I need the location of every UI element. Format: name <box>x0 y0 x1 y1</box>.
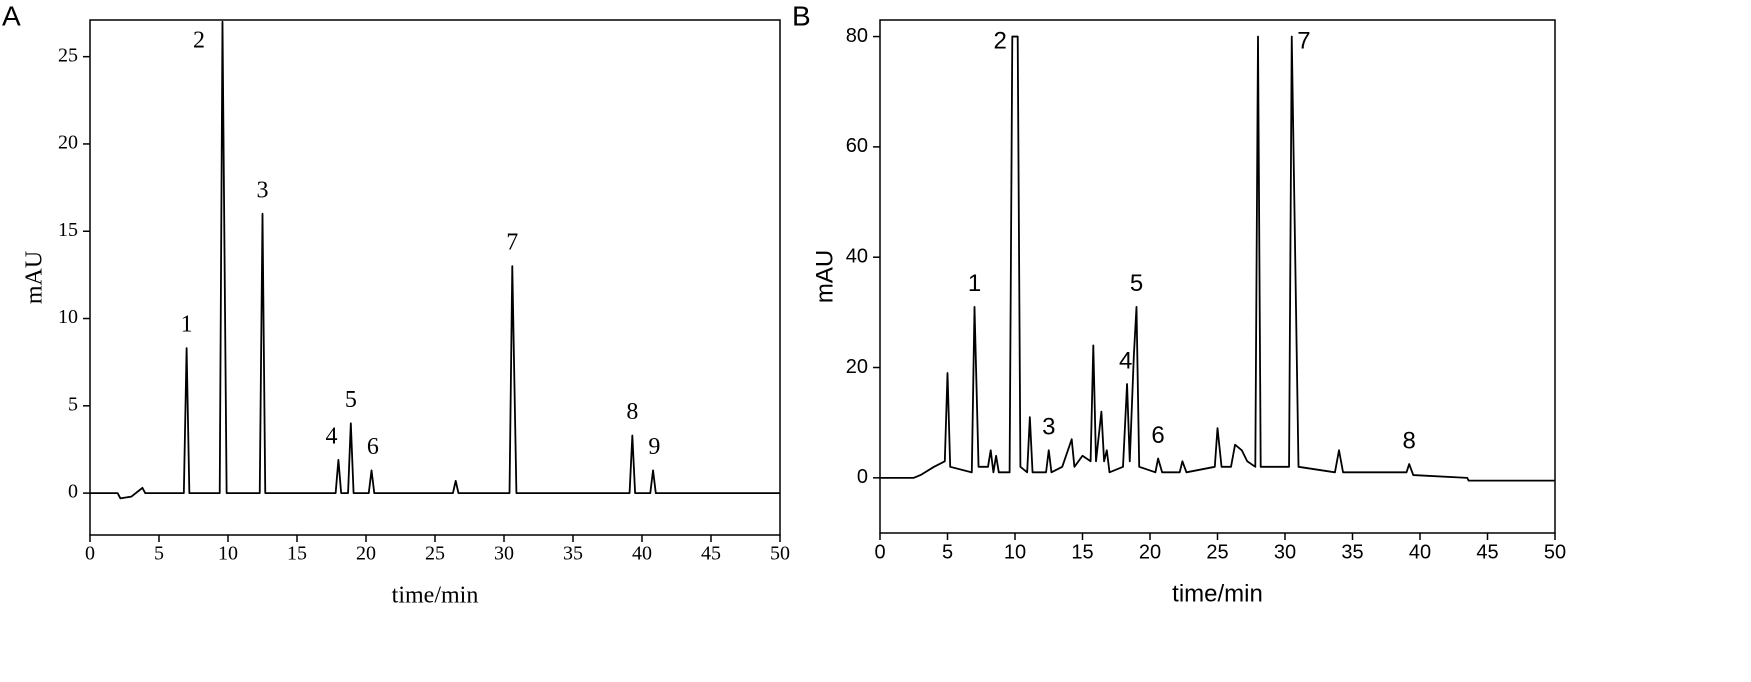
y-tick-label: 5 <box>68 393 78 415</box>
x-tick-label: 20 <box>1139 541 1161 563</box>
x-tick-label: 40 <box>632 543 652 565</box>
x-tick-label: 35 <box>563 543 583 565</box>
x-tick-label: 30 <box>1274 541 1296 563</box>
y-tick-label: 40 <box>846 245 868 267</box>
peak-label: 9 <box>648 434 660 460</box>
peak-label: 7 <box>506 230 518 256</box>
peak-label: 2 <box>193 28 205 54</box>
x-tick-label: 0 <box>874 541 885 563</box>
peak-label: 5 <box>1130 270 1143 297</box>
x-tick-label: 5 <box>154 543 164 565</box>
peak-label: 5 <box>345 387 357 413</box>
peak-label: 6 <box>1151 422 1164 449</box>
peak-label: 4 <box>326 423 338 449</box>
plot-frame <box>879 19 1556 534</box>
y-tick-label: 15 <box>58 219 78 241</box>
x-tick-label: 45 <box>1476 541 1498 563</box>
y-tick-label: 25 <box>58 44 78 66</box>
x-tick-label: 35 <box>1341 541 1363 563</box>
peak-label: 1 <box>181 312 193 338</box>
trace <box>90 20 780 500</box>
y-tick-label: 0 <box>857 466 868 488</box>
peak-label: 8 <box>1403 427 1416 454</box>
x-tick-label: 20 <box>356 543 376 565</box>
y-tick-label: 0 <box>68 481 78 503</box>
x-tick-label: 25 <box>1206 541 1228 563</box>
panel-label: B <box>792 0 811 31</box>
y-tick-label: 10 <box>58 306 78 328</box>
y-tick-label: 60 <box>846 135 868 157</box>
x-axis-label: time/min <box>1172 580 1263 607</box>
x-tick-label: 5 <box>942 541 953 563</box>
peak-label: 1 <box>968 270 981 297</box>
x-tick-label: 30 <box>494 543 514 565</box>
trace <box>880 35 1555 482</box>
x-tick-label: 15 <box>1071 541 1093 563</box>
plot-frame <box>89 19 781 536</box>
peak-label: 2 <box>993 27 1006 54</box>
peak-label: 4 <box>1119 347 1132 374</box>
x-tick-label: 50 <box>1544 541 1566 563</box>
y-tick-label: 20 <box>58 132 78 154</box>
x-tick-label: 10 <box>1004 541 1026 563</box>
x-axis-label: time/min <box>392 583 479 609</box>
x-tick-label: 45 <box>701 543 721 565</box>
panel-label: A <box>2 0 21 31</box>
peak-label: 3 <box>257 177 269 203</box>
y-axis-label: mAU <box>22 251 48 304</box>
x-tick-label: 25 <box>425 543 445 565</box>
x-tick-label: 0 <box>85 543 95 565</box>
peak-label: 7 <box>1297 27 1310 54</box>
peak-label: 3 <box>1042 414 1055 441</box>
x-tick-label: 10 <box>218 543 238 565</box>
y-tick-label: 20 <box>846 356 868 378</box>
x-tick-label: 50 <box>770 543 790 565</box>
peak-label: 8 <box>626 399 638 425</box>
y-axis-label: mAU <box>811 250 838 303</box>
peak-label: 6 <box>367 434 379 460</box>
x-tick-label: 40 <box>1409 541 1431 563</box>
x-tick-label: 15 <box>287 543 307 565</box>
y-tick-label: 80 <box>846 25 868 47</box>
